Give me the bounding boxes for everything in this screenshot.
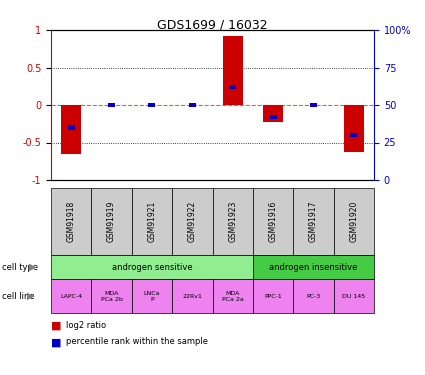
Bar — [263, 105, 283, 122]
Bar — [344, 105, 364, 152]
Text: cell line: cell line — [2, 292, 37, 301]
Text: cell type: cell type — [2, 263, 41, 272]
Text: PPC-1: PPC-1 — [264, 294, 282, 299]
Text: log2 ratio: log2 ratio — [66, 321, 106, 330]
Text: GSM91919: GSM91919 — [107, 201, 116, 242]
Bar — [223, 36, 243, 105]
Bar — [269, 115, 277, 119]
Text: GSM91923: GSM91923 — [228, 201, 237, 242]
Text: GDS1699 / 16032: GDS1699 / 16032 — [157, 19, 268, 32]
Text: PC-3: PC-3 — [306, 294, 320, 299]
Text: MDA
PCa 2a: MDA PCa 2a — [222, 291, 244, 302]
Bar — [310, 103, 317, 107]
Text: GSM91916: GSM91916 — [269, 201, 278, 242]
Text: ■: ■ — [51, 321, 62, 331]
Text: LAPC-4: LAPC-4 — [60, 294, 82, 299]
Bar — [189, 103, 196, 107]
Text: percentile rank within the sample: percentile rank within the sample — [66, 338, 208, 346]
Bar — [350, 133, 357, 137]
Bar — [148, 103, 156, 107]
Text: GSM91918: GSM91918 — [67, 201, 76, 242]
Text: GSM91921: GSM91921 — [147, 201, 156, 242]
Text: androgen insensitive: androgen insensitive — [269, 263, 357, 272]
Text: androgen sensitive: androgen sensitive — [112, 263, 192, 272]
Text: ▶: ▶ — [29, 262, 37, 272]
Text: LNCa
P: LNCa P — [144, 291, 160, 302]
Text: 22Rv1: 22Rv1 — [182, 294, 202, 299]
Text: ■: ■ — [51, 338, 62, 348]
Bar — [68, 125, 75, 130]
Text: ▶: ▶ — [27, 291, 35, 301]
Text: GSM91920: GSM91920 — [349, 201, 358, 242]
Text: GSM91917: GSM91917 — [309, 201, 318, 242]
Bar — [229, 85, 236, 89]
Bar — [108, 103, 115, 107]
Text: DU 145: DU 145 — [342, 294, 366, 299]
Bar — [61, 105, 81, 154]
Text: MDA
PCa 2b: MDA PCa 2b — [101, 291, 122, 302]
Text: GSM91922: GSM91922 — [188, 201, 197, 242]
